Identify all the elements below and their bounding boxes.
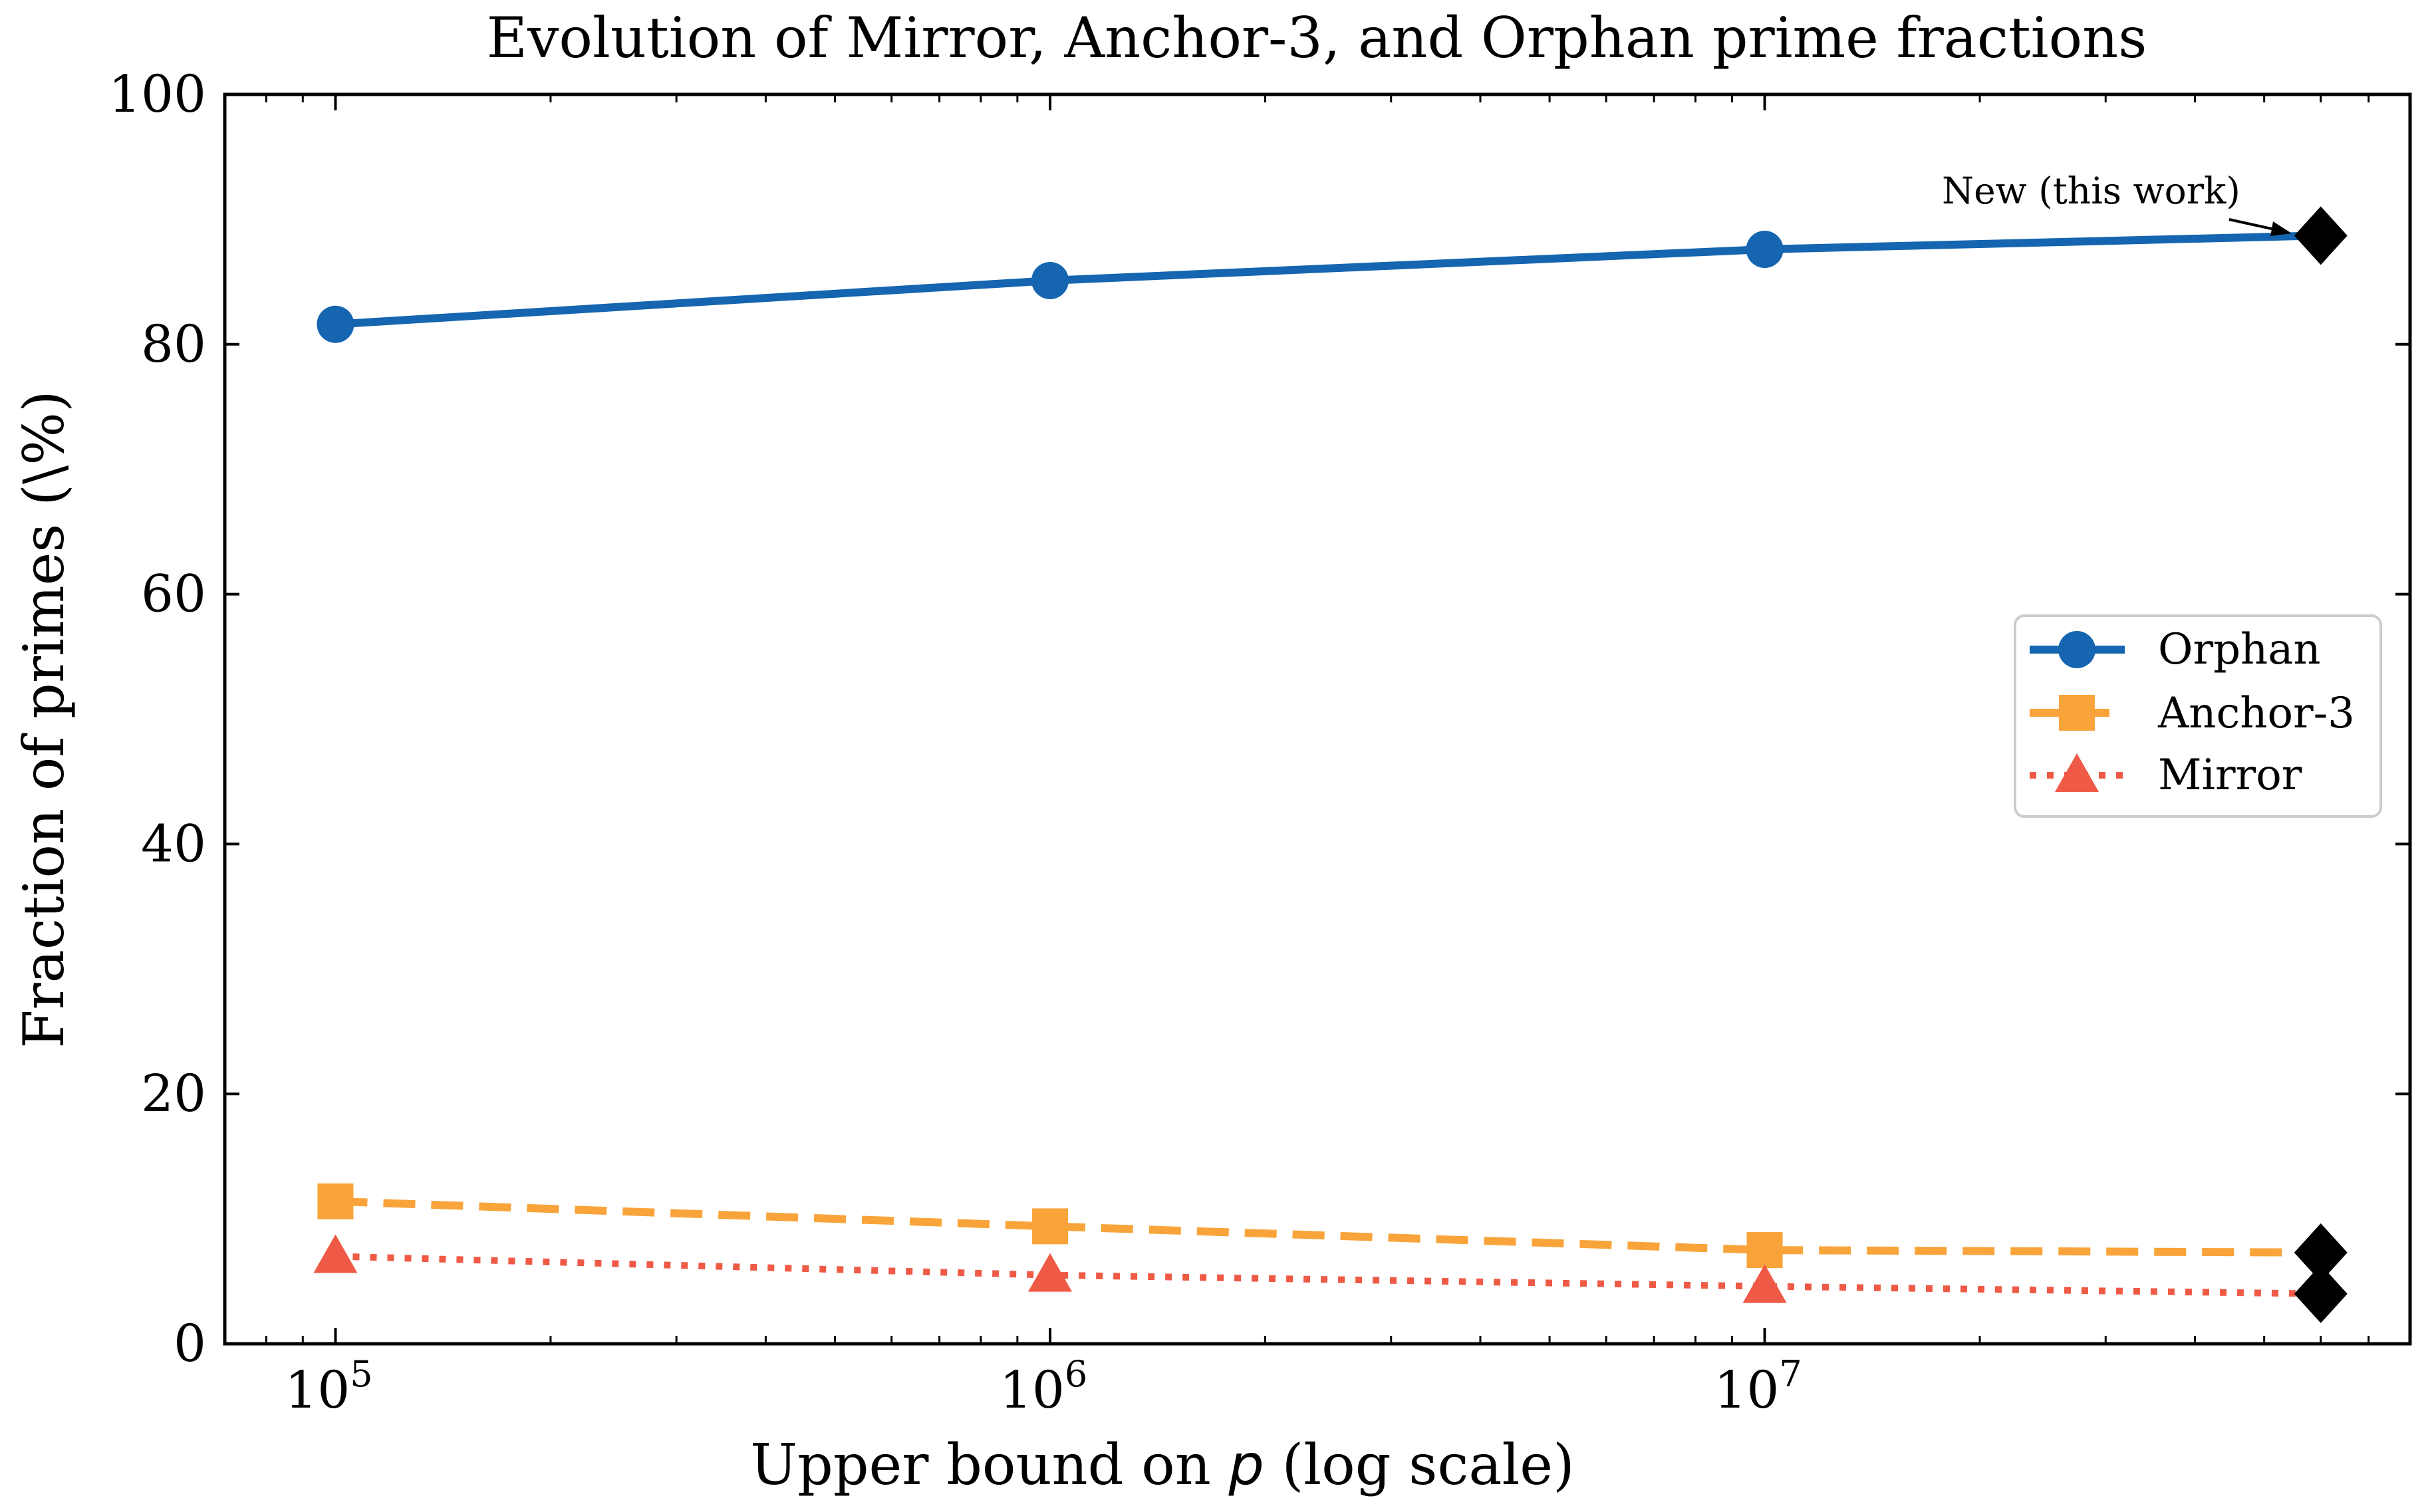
axis-ticks: 0 20 40 60 80 100 105 106 107 [108, 65, 2411, 1420]
highlight-diamond-0 [2294, 206, 2348, 265]
annotation-arrow-head [2270, 221, 2292, 236]
plot-frame [223, 92, 2412, 1346]
data-point-orphan [1746, 230, 1784, 268]
legend-marker-mirror [2055, 753, 2099, 792]
legend-frame [2014, 614, 2382, 818]
legend-label-anchor-3: Anchor-3 [2157, 689, 2355, 738]
legend-item-orphan: Orphan [2030, 625, 2321, 674]
legend: Orphan Anchor-3 Mirror [2014, 614, 2382, 818]
series-line-mirror [335, 1253, 2321, 1297]
data-point-mirror [313, 1234, 358, 1273]
legend-label-mirror: Mirror [2158, 751, 2302, 800]
legend-item-anchor-3: Anchor-3 [2030, 689, 2355, 738]
data-point-mirror [1742, 1264, 1787, 1303]
x-tick-label-6: 106 [1000, 1353, 1087, 1420]
y-axis-label: Fraction of primes (\%) [11, 390, 76, 1049]
y-tick-label-0: 0 [174, 1315, 206, 1374]
y-tick-label-100: 100 [108, 65, 206, 124]
data-point-anchor-3 [317, 1183, 354, 1219]
highlight-diamond-1 [2294, 1223, 2348, 1282]
data-point-orphan [317, 305, 354, 343]
x-axis-label-suffix: (log scale) [1264, 1432, 1575, 1497]
data-point-anchor-3 [1032, 1208, 1069, 1245]
series-layer [335, 231, 2321, 1297]
legend-label-orphan: Orphan [2158, 625, 2321, 674]
highlight-diamond-2 [2294, 1264, 2348, 1323]
series-line-anchor-3 [335, 1197, 2321, 1257]
data-point-anchor-3 [1746, 1232, 1783, 1269]
data-point-orphan [1031, 261, 1069, 299]
legend-marker-anchor-3 [2059, 695, 2095, 731]
highlight-layer [2294, 206, 2348, 1323]
legend-item-mirror: Mirror [2030, 751, 2302, 800]
annotation: New (this work) [1942, 170, 2292, 236]
x-tick-label-7: 107 [1714, 1353, 1802, 1420]
x-axis-label-prefix: Upper bound on [750, 1432, 1228, 1497]
annotation-text: New (this work) [1942, 170, 2240, 212]
y-tick-label-60: 60 [141, 565, 206, 624]
x-axis-label-variable: p [1228, 1432, 1264, 1497]
y-tick-label-20: 20 [141, 1065, 206, 1124]
y-tick-label-80: 80 [141, 315, 206, 374]
x-axis-label: Upper bound on p (log scale) [750, 1432, 1575, 1497]
data-point-mirror [1028, 1253, 1073, 1292]
chart-title: Evolution of Mirror, Anchor-3, and Orpha… [487, 5, 2147, 70]
legend-marker-orphan [2058, 631, 2095, 668]
x-tick-label-5: 105 [285, 1353, 372, 1420]
y-tick-label-40: 40 [141, 815, 206, 874]
marker-layer [313, 230, 1787, 1303]
series-line-orphan [335, 231, 2321, 328]
